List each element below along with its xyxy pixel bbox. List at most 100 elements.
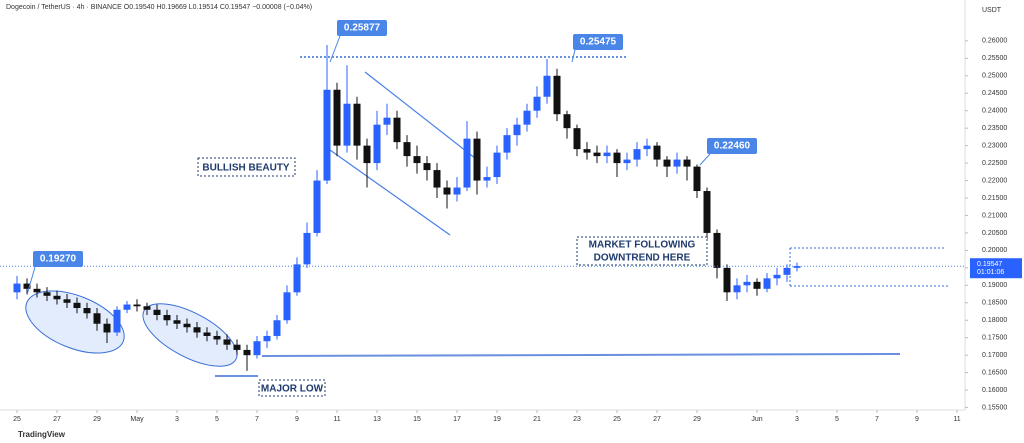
brand: TradingView — [18, 430, 66, 439]
candle-body — [263, 335, 271, 342]
y-tick-label: 0.21000 — [982, 212, 1007, 219]
y-tick-label: 0.24500 — [982, 90, 1007, 97]
x-tick-label: 11 — [333, 416, 340, 423]
annotation-box — [258, 379, 326, 397]
x-tick-label: 27 — [53, 416, 61, 423]
candle-body — [303, 232, 311, 265]
candle-body — [383, 117, 391, 125]
x-tick-label: 27 — [653, 416, 661, 423]
candle-body — [563, 114, 571, 129]
candle-body — [713, 232, 721, 268]
candle-body — [653, 145, 661, 160]
y-tick-label: 0.15500 — [982, 404, 1007, 411]
candle-body — [603, 152, 611, 157]
x-tick-label: May — [130, 416, 144, 423]
y-tick-label: 0.16500 — [982, 369, 1007, 376]
candle-body — [23, 283, 31, 289]
y-tick-label: 0.22000 — [982, 177, 1007, 184]
candle-body — [193, 327, 201, 333]
candle-body — [283, 292, 291, 321]
callout-label: 0.22460 — [714, 141, 751, 152]
candle-body — [573, 128, 581, 150]
support-line — [261, 353, 901, 357]
y-tick-label: 0.19000 — [982, 282, 1007, 289]
candle-body — [203, 332, 211, 336]
candle-body — [693, 166, 701, 192]
candle-body — [753, 281, 761, 289]
x-tick-label: 17 — [453, 416, 461, 423]
candle-body — [233, 344, 241, 350]
candle-body — [773, 274, 781, 279]
y-tick-label: 0.25500 — [982, 55, 1007, 62]
candle-body — [443, 187, 451, 195]
annotation-box — [197, 157, 296, 177]
callout-pointer — [699, 153, 711, 166]
y-tick-label: 0.26000 — [982, 38, 1007, 45]
x-tick-label: 9 — [295, 416, 299, 423]
x-tick-label: 3 — [795, 416, 799, 423]
x-tick-label: 29 — [93, 416, 101, 423]
x-tick-label: 23 — [573, 416, 581, 423]
callout-label: 0.25877 — [344, 23, 381, 34]
x-tick-label: 11 — [953, 416, 960, 423]
x-tick-label: Jun — [751, 416, 762, 423]
callout-pointer — [26, 266, 36, 296]
candle-body — [483, 177, 491, 181]
candle-body — [243, 349, 251, 356]
candle-body — [153, 309, 161, 316]
y-tick-label: 0.23000 — [982, 142, 1007, 149]
candle-body — [43, 292, 51, 296]
x-tick-label: 25 — [613, 416, 621, 423]
candle-body — [213, 335, 221, 340]
candle-body — [403, 142, 411, 157]
x-tick-label: 13 — [373, 416, 381, 423]
annotation: BULLISH BEAUTY — [202, 163, 290, 174]
candle-body — [73, 302, 81, 309]
candle-body — [793, 266, 801, 268]
y-tick-label: 0.21500 — [982, 195, 1007, 202]
candle-body — [373, 124, 381, 164]
candle-body — [473, 138, 481, 181]
x-tick-label: 5 — [215, 416, 219, 423]
price-callout — [337, 20, 387, 36]
channel-line — [329, 149, 451, 236]
candle-body — [413, 156, 421, 164]
candle-body — [433, 170, 441, 188]
candle-body — [133, 304, 141, 307]
annotation: MARKET FOLLOWING — [589, 240, 696, 251]
x-tick-label: 19 — [493, 416, 501, 423]
candle-body — [663, 159, 671, 167]
currency: USDT — [982, 7, 1002, 14]
y-tick-label: 0.25000 — [982, 73, 1007, 80]
candle-body — [293, 264, 301, 293]
candle-body — [223, 339, 231, 345]
candle-body — [143, 306, 151, 310]
candle-body — [13, 283, 21, 293]
candle-body — [93, 313, 101, 324]
x-tick-label: 7 — [875, 416, 879, 423]
price-callout — [573, 34, 623, 50]
y-tick-label: 0.20500 — [982, 230, 1007, 237]
callout-pointer — [329, 35, 341, 63]
candle-body — [553, 75, 561, 115]
x-tick-label: 25 — [13, 416, 21, 423]
candle-body — [783, 267, 791, 275]
price-callout — [33, 251, 83, 267]
candle-body — [613, 152, 621, 164]
last-price-label: 0.19547 — [977, 261, 1002, 268]
candle-body — [493, 152, 501, 178]
y-tick-label: 0.23500 — [982, 125, 1007, 132]
y-tick-label: 0.20000 — [982, 247, 1007, 254]
annotation-box — [576, 236, 708, 266]
countdown: 01:01:06 — [977, 269, 1004, 276]
candle-body — [273, 320, 281, 336]
callout-label: 0.19270 — [40, 254, 77, 265]
candle-body — [513, 124, 521, 136]
candle-body — [423, 163, 431, 171]
callout-label: 0.25475 — [580, 37, 617, 48]
pattern-ellipse — [142, 303, 238, 367]
channel-line — [364, 71, 481, 163]
candle-body — [523, 110, 531, 125]
x-tick-label: 7 — [255, 416, 259, 423]
candle-body — [533, 96, 541, 111]
